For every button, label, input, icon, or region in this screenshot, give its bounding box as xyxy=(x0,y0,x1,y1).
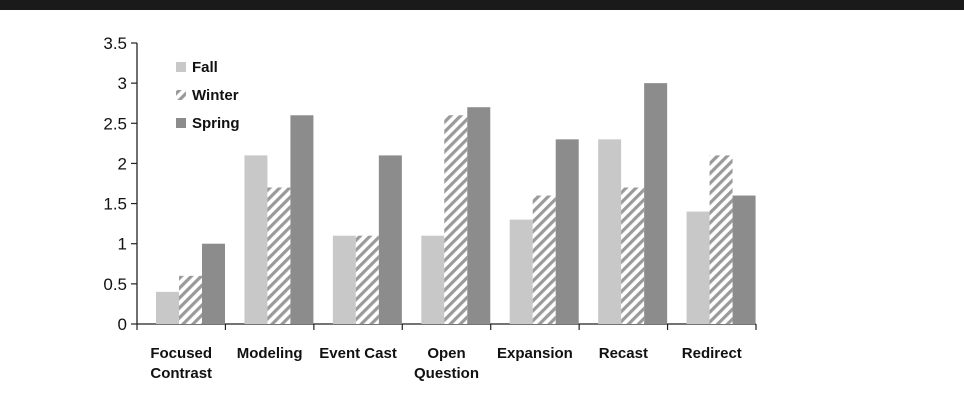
y-tick-label: 3 xyxy=(118,74,127,93)
bar-fall-6 xyxy=(686,211,710,324)
y-tick-label: 1.5 xyxy=(103,195,127,214)
bars xyxy=(156,83,756,325)
bar-winter-3 xyxy=(444,115,468,324)
bar-spring-4 xyxy=(555,139,579,324)
bar-spring-3 xyxy=(467,107,491,324)
bar-fall-2 xyxy=(332,235,356,324)
x-category-label: Modeling xyxy=(237,345,303,362)
bar-spring-0 xyxy=(202,243,225,324)
bar-winter-2 xyxy=(355,235,379,324)
y-tick-label: 2.5 xyxy=(103,114,127,133)
x-axis: Focused Contrast Modeling Event Cast Open Que… xyxy=(136,323,757,382)
bar-winter-4 xyxy=(532,195,556,324)
legend-swatch-spring xyxy=(176,118,186,128)
legend-label-spring: Spring xyxy=(192,115,240,132)
legend-label-fall: Fall xyxy=(192,59,218,76)
y-tick-label: 0.5 xyxy=(103,275,127,294)
legend-swatch-fall xyxy=(176,62,186,72)
legend: Fall Winter Spring xyxy=(176,59,240,132)
bar-winter-0 xyxy=(179,275,202,324)
y-axis: 0 0.5 1 1.5 2 2.5 3 3.5 xyxy=(103,34,138,334)
bar-fall-4 xyxy=(509,219,533,324)
x-category-label: Event Cast xyxy=(319,345,397,362)
legend-swatch-winter xyxy=(176,90,186,100)
y-tick-label: 3.5 xyxy=(103,34,127,53)
x-category-label: Redirect xyxy=(682,345,742,362)
bar-winter-6 xyxy=(709,155,733,324)
bar-fall-0 xyxy=(156,291,179,324)
top-rule xyxy=(0,0,964,10)
x-category-label: Open Question xyxy=(414,345,479,382)
bar-fall-5 xyxy=(598,139,622,324)
bar-fall-1 xyxy=(244,155,268,324)
bar-spring-2 xyxy=(378,155,402,324)
y-tick-label: 1 xyxy=(118,235,127,254)
x-category-label: Recast xyxy=(599,345,648,362)
bar-spring-5 xyxy=(644,83,668,325)
x-category-label: Focused Contrast xyxy=(150,345,212,382)
x-category-label: Expansion xyxy=(497,345,573,362)
bar-winter-1 xyxy=(267,187,291,324)
y-tick-label: 0 xyxy=(118,315,127,334)
bar-spring-6 xyxy=(732,195,756,324)
bar-spring-1 xyxy=(290,115,314,324)
bar-winter-5 xyxy=(621,187,645,324)
bar-fall-3 xyxy=(421,235,445,324)
y-tick-label: 2 xyxy=(118,154,127,173)
legend-label-winter: Winter xyxy=(192,87,239,104)
